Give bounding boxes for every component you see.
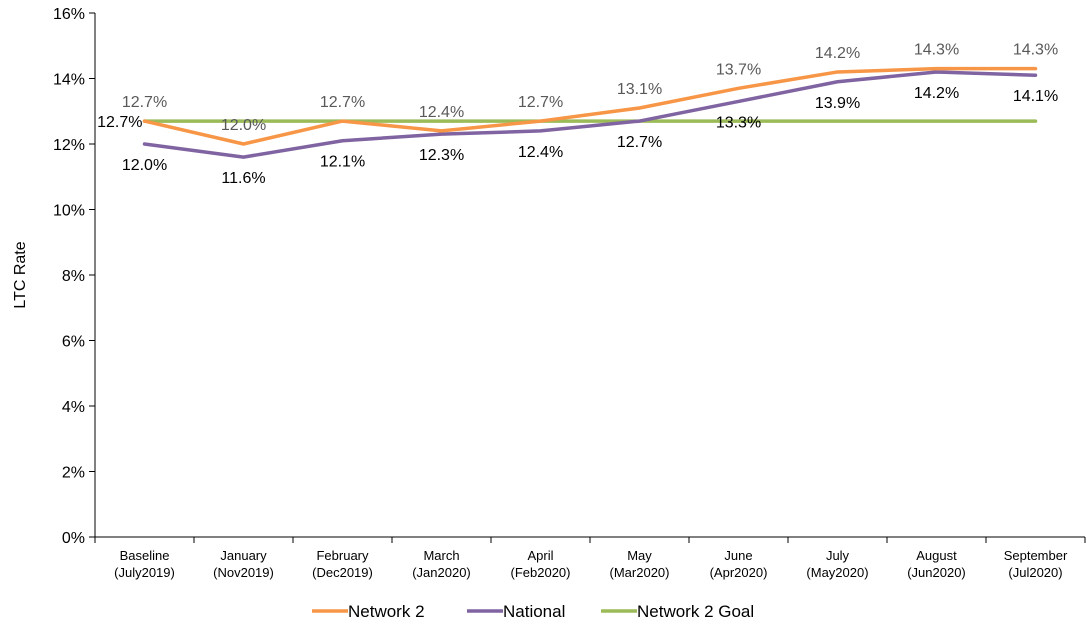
- x-category-label: September (Jul2020): [1004, 548, 1068, 580]
- data-label-network-2: 13.1%: [617, 81, 662, 98]
- data-label-national: 13.3%: [716, 114, 761, 131]
- x-category-label-line: March: [423, 548, 459, 563]
- data-labels: 12.7% 12.0% 12.7% 12.4% 12.7% 13.1% 13.7% 14.2%…: [97, 42, 1058, 187]
- x-category-label-line: January: [220, 548, 267, 563]
- x-category-label-line: (Nov2019): [213, 565, 274, 580]
- x-category-label-line: (Dec2019): [312, 565, 373, 580]
- y-tick-label: 6%: [62, 334, 85, 351]
- y-tick-label: 14%: [53, 72, 85, 89]
- data-label-network-2: 14.2%: [815, 45, 860, 62]
- data-label-national: 12.3%: [419, 147, 464, 164]
- data-label-national: 12.7%: [617, 134, 662, 151]
- legend-label: National: [503, 602, 565, 621]
- y-tick-label: 16%: [53, 6, 85, 23]
- data-label-national: 12.0%: [122, 157, 167, 174]
- x-category-label: February (Dec2019): [312, 548, 373, 580]
- x-category-label-line: Baseline: [120, 548, 170, 563]
- y-tick-label: 10%: [53, 203, 85, 220]
- x-category-label-line: June: [724, 548, 752, 563]
- data-label-network-2: 12.4%: [419, 104, 464, 121]
- x-category-label: March (Jan2020): [412, 548, 471, 580]
- series-lines: [142, 66, 1038, 159]
- x-category-label-line: (July2019): [114, 565, 175, 580]
- x-category-label-line: (Jul2020): [1008, 565, 1062, 580]
- data-label-national: 13.9%: [815, 95, 860, 112]
- data-label-network-2-goal: 12.7%: [97, 114, 142, 131]
- y-tick-label: 8%: [62, 268, 85, 285]
- x-category-label: January (Nov2019): [213, 548, 274, 580]
- y-tick-label: 4%: [62, 399, 85, 416]
- x-category-label-line: (Jun2020): [907, 565, 966, 580]
- data-label-national: 12.1%: [320, 154, 365, 171]
- data-label-national: 14.2%: [914, 85, 959, 102]
- x-ticks: Baseline (July2019) January (Nov2019) Februa…: [94, 537, 1086, 580]
- y-tick-label: 12%: [53, 137, 85, 154]
- data-label-network-2: 14.3%: [914, 42, 959, 59]
- data-label-network-2: 12.7%: [122, 94, 167, 111]
- y-ticks: 0% 2% 4% 6% 8% 10% 12% 14% 16%: [53, 6, 95, 547]
- legend-label: Network 2: [348, 602, 425, 621]
- series-line-national: [142, 70, 1038, 159]
- data-label-national: 12.4%: [518, 144, 563, 161]
- data-label-national: 11.6%: [221, 170, 265, 187]
- series-line-network-2: [142, 66, 1038, 146]
- y-tick-label: 2%: [62, 465, 85, 482]
- data-label-network-2: 12.7%: [320, 94, 365, 111]
- x-category-label: June (Apr2020): [710, 548, 768, 580]
- x-category-label: August (Jun2020): [907, 548, 966, 580]
- x-category-label-line: (Mar2020): [610, 565, 670, 580]
- x-category-label: May (Mar2020): [610, 548, 670, 580]
- x-category-label: April (Feb2020): [511, 548, 571, 580]
- x-category-label-line: (May2020): [806, 565, 868, 580]
- x-category-label-line: February: [316, 548, 369, 563]
- x-category-label: Baseline (July2019): [114, 548, 175, 580]
- x-category-label: July (May2020): [806, 548, 868, 580]
- data-label-network-2: 12.7%: [518, 94, 563, 111]
- legend: Network 2 National Network 2 Goal: [312, 602, 754, 621]
- legend-label: Network 2 Goal: [637, 602, 754, 621]
- x-category-label-line: September: [1004, 548, 1068, 563]
- x-category-label-line: (Apr2020): [710, 565, 768, 580]
- x-category-label-line: April: [527, 548, 553, 563]
- x-category-label-line: May: [627, 548, 652, 563]
- x-category-label-line: July: [826, 548, 850, 563]
- x-category-label-line: August: [916, 548, 957, 563]
- y-tick-label: 0%: [62, 530, 85, 547]
- data-label-national: 14.1%: [1013, 88, 1058, 105]
- y-axis-title: LTC Rate: [12, 241, 29, 308]
- data-label-network-2: 13.7%: [716, 61, 761, 78]
- x-category-label-line: (Feb2020): [511, 565, 571, 580]
- data-label-network-2: 14.3%: [1013, 42, 1058, 59]
- data-label-network-2: 12.0%: [221, 117, 266, 134]
- x-category-label-line: (Jan2020): [412, 565, 471, 580]
